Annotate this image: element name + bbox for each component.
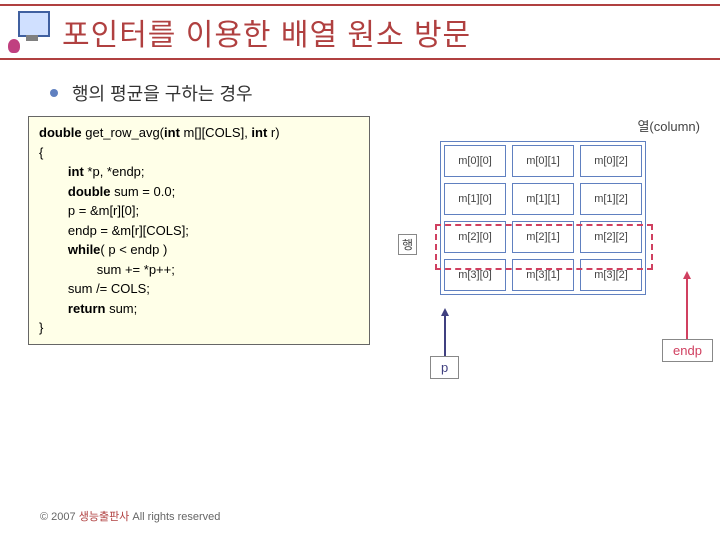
column-axis-label: 열(column)	[637, 116, 700, 135]
cell: m[0][2]	[580, 145, 642, 177]
slide-header: 포인터를 이용한 배열 원소 방문	[0, 4, 720, 60]
code-line: double sum = 0.0;	[39, 182, 359, 202]
code-line: while( p < endp )	[39, 240, 359, 260]
rights-text: All rights reserved	[129, 511, 220, 523]
publisher-name: 생능출판사	[79, 511, 130, 523]
bullet-icon	[50, 89, 58, 97]
code-line: p = &m[r][0];	[39, 201, 359, 221]
code-line: endp = &m[r][COLS];	[39, 221, 359, 241]
code-line: int *p, *endp;	[39, 162, 359, 182]
array-grid: m[0][0] m[0][1] m[0][2] m[1][0] m[1][1] …	[440, 141, 646, 295]
cell: m[0][0]	[444, 145, 506, 177]
grid-row: m[0][0] m[0][1] m[0][2]	[441, 142, 645, 180]
pointer-endp-arrow: endp	[662, 271, 713, 362]
subtitle-text: 행의 평균을 구하는 경우	[72, 80, 253, 106]
array-diagram: 열(column) m[0][0] m[0][1] m[0][2] m[1][0…	[390, 116, 710, 376]
pointer-p-label: p	[430, 356, 459, 379]
cell: m[0][1]	[512, 145, 574, 177]
cell: m[1][1]	[512, 183, 574, 215]
row-axis-label: 행	[398, 234, 417, 255]
code-line: double get_row_avg(int m[][COLS], int r)	[39, 123, 359, 143]
cell: m[1][2]	[580, 183, 642, 215]
subtitle-row: 행의 평균을 구하는 경우	[50, 80, 720, 106]
footer: © 2007 생능출판사 All rights reserved	[40, 508, 220, 524]
code-line: sum /= COLS;	[39, 279, 359, 299]
grid-row: m[1][0] m[1][1] m[1][2]	[441, 180, 645, 218]
content-row: double get_row_avg(int m[][COLS], int r)…	[28, 116, 720, 376]
copyright-symbol: © 2007	[40, 511, 79, 523]
pointer-p-arrow: p	[430, 308, 459, 379]
code-box: double get_row_avg(int m[][COLS], int r)…	[28, 116, 370, 345]
code-line: return sum;	[39, 299, 359, 319]
code-line: {	[39, 143, 359, 163]
slide-title: 포인터를 이용한 배열 원소 방문	[62, 10, 471, 54]
code-line: }	[39, 318, 359, 338]
pointer-endp-label: endp	[662, 339, 713, 362]
selected-row-highlight	[435, 224, 653, 270]
computer-icon	[8, 11, 50, 53]
cell: m[1][0]	[444, 183, 506, 215]
code-line: sum += *p++;	[39, 260, 359, 280]
